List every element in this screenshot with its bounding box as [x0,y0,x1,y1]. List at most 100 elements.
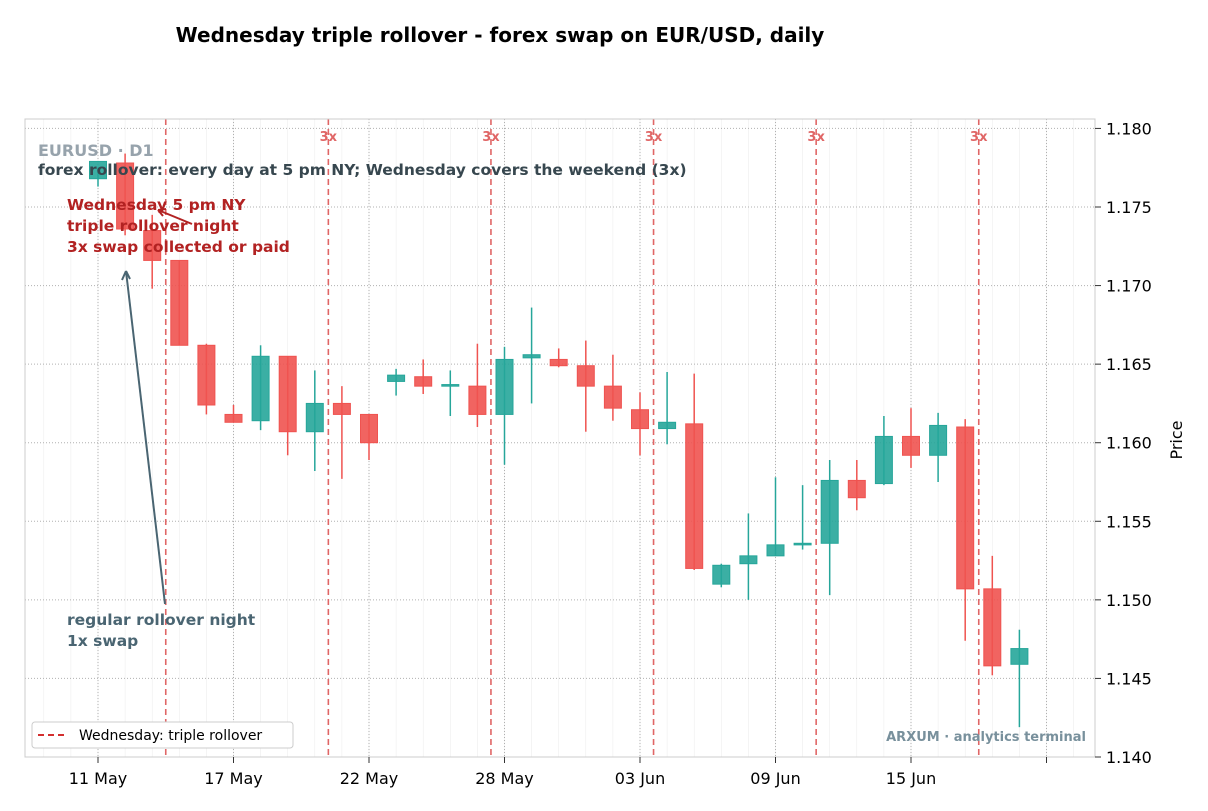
regular-arrow-head [121,270,131,281]
candle [495,346,514,465]
candle-body [224,413,243,423]
candle [847,460,866,511]
candle-body [1010,648,1029,665]
candle-body [658,421,677,430]
wednesday-3x-label: 3x [645,130,663,145]
candle [522,307,541,404]
candle-body [522,354,541,359]
candle-body [576,365,595,387]
y-tick-label: 1.180 [1106,119,1152,138]
legend: Wednesday: triple rollover [31,721,294,749]
candle [387,368,406,396]
candle-body [360,413,378,444]
candle [712,563,731,588]
candle-body [983,588,1002,667]
x-tick-label: 11 May [69,769,128,788]
symbol-watermark: EURUSD · D1 [38,141,154,160]
candle-body [685,423,704,569]
candle [549,348,568,368]
candle [89,160,107,187]
x-tick-label: 28 May [475,769,534,788]
wednesday-3x-label: 3x [807,130,825,145]
candles [89,153,1029,728]
legend-label: Wednesday: triple rollover [79,728,262,744]
candle [793,485,812,550]
candle-body [631,409,649,430]
x-tick-label: 09 Jun [750,769,800,788]
plot-frame [24,118,1096,758]
candle [658,372,677,445]
candle [251,345,270,431]
candle [902,408,920,468]
y-tick-label: 1.155 [1106,512,1152,531]
candle-body [603,385,622,409]
y-tick-label: 1.145 [1106,669,1152,688]
y-tick-label: 1.170 [1106,277,1152,296]
candle [414,359,433,394]
wednesday-note-line: triple rollover night [67,217,239,235]
y-axis-label: Price [1167,420,1186,459]
candle-body [874,435,893,485]
legend-box [31,721,294,749]
candle [874,416,893,486]
y-tick-label: 1.160 [1106,434,1152,453]
candle-body [197,344,216,406]
y-tick-label: 1.175 [1106,198,1152,217]
x-tick-label: 15 Jun [886,769,936,788]
wednesday-note-line: 3x swap collected or paid [67,238,290,256]
candle-body [89,160,107,180]
candle [360,413,378,460]
candle-body [820,479,839,544]
candle-body [143,230,162,261]
y-tick-label: 1.140 [1106,748,1152,767]
candle-body [441,384,460,387]
brand-watermark: ARXUM · analytics terminal [886,730,1086,745]
candle-body [793,542,812,546]
candle [739,513,758,600]
candle-body [251,355,270,422]
candle [685,373,704,570]
candle [197,343,216,415]
candle-body [170,259,189,346]
wednesday-annotation: Wednesday 5 pm NY triple rollover night … [67,196,290,256]
y-axis: 1.140 1.145 1.150 1.155 1.160 1.165 1.170 1.175… [1095,119,1152,767]
candle [603,354,622,421]
chart-title: Wednesday triple rollover - forex swap o… [176,23,825,47]
candle-body [766,544,785,557]
candle [116,153,135,236]
candle [983,555,1002,676]
candle-body [305,402,324,433]
regular-arrow [125,270,166,605]
wednesday-labels: 3x 3x 3x 3x 3x [320,130,988,145]
candle [224,405,243,423]
candle-body [956,426,975,590]
wednesday-lines [164,119,980,757]
candle-body [495,358,514,415]
wednesday-3x-label: 3x [482,130,500,145]
candle [820,460,839,596]
wednesday-arrow [157,209,193,225]
regular-note-line: 1x swap [67,632,138,650]
candle-body [847,479,866,499]
candle [956,419,975,641]
candle-body [739,555,758,565]
y-tick-label: 1.165 [1106,355,1152,374]
candle-body [549,358,568,367]
candle-body [278,355,297,433]
candle-body [712,564,731,585]
candle-body [929,424,948,456]
candle [631,392,649,456]
candle [170,259,189,346]
candle [929,412,948,482]
candle-body [902,435,920,456]
candle [576,340,595,432]
candle [143,214,162,289]
candle [766,477,785,557]
candle-body [468,385,487,415]
wednesday-3x-label: 3x [970,130,988,145]
candle-body [332,402,351,415]
x-tick-label: 03 Jun [615,769,665,788]
candle [441,370,460,416]
wednesday-arrow-head [157,208,167,217]
